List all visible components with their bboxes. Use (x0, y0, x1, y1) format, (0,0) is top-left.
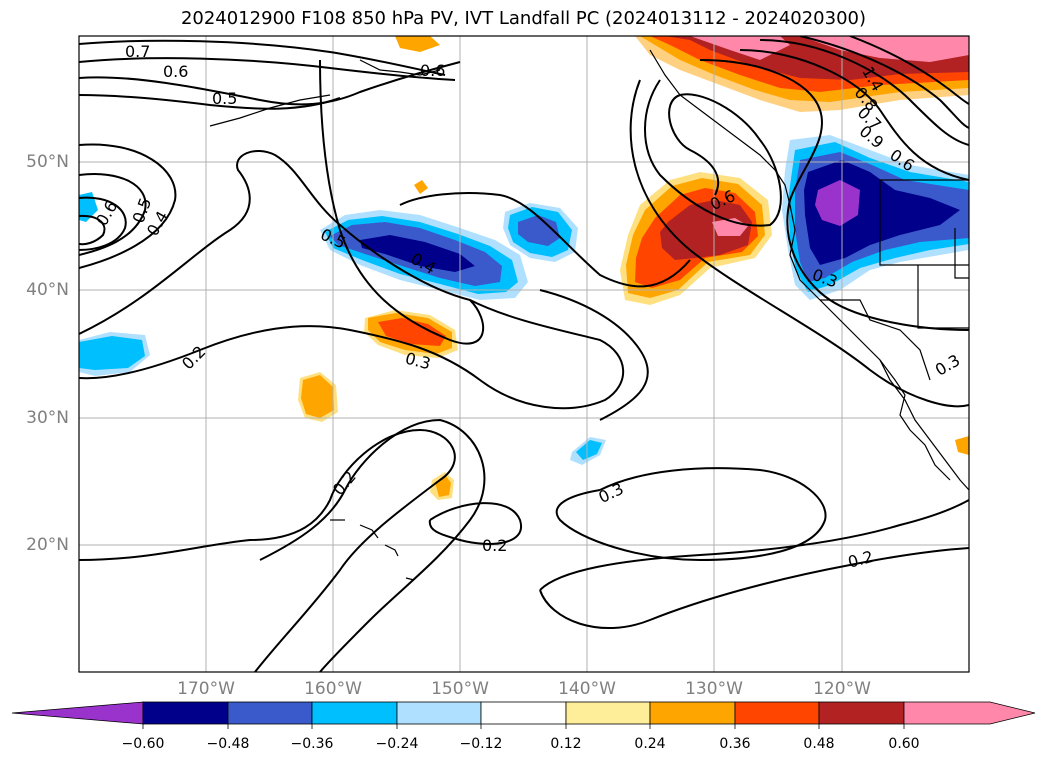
contour-label: 0.3 (932, 350, 964, 379)
contour-label: 0.5 (212, 89, 237, 108)
colorbar-tick-label: 0.36 (719, 736, 751, 752)
lon-label: 170°W (177, 679, 235, 699)
contour-label: 0.2 (178, 342, 209, 373)
contour-label-group: 0.7 0.6 0.6 0.5 0.6 0.5 0.4 0.5 0.4 0.2 … (92, 42, 963, 572)
contour-label: 0.6 (163, 62, 188, 81)
contour-label: 0.6 (92, 198, 121, 230)
contour-label: 0.2 (846, 547, 876, 572)
colorbar-tick-label: 0.60 (888, 736, 920, 752)
colorbar-tick-label: −0.12 (459, 736, 503, 752)
colorbar-tick-label: −0.48 (206, 736, 250, 752)
lon-label: 160°W (304, 679, 362, 699)
contour-label: 0.3 (596, 479, 627, 507)
lon-label: 120°W (813, 679, 871, 699)
lat-label: 30°N (26, 408, 69, 428)
graticule (79, 36, 969, 672)
lon-label: 140°W (558, 679, 616, 699)
lon-label: 130°W (685, 679, 743, 699)
colorbar-extend-max (903, 701, 1036, 725)
lat-label: 40°N (26, 280, 69, 300)
colorbar-tick-label: −0.60 (121, 736, 165, 752)
coastlines (209, 49, 969, 581)
colorbar-tick-label: 0.24 (634, 736, 666, 752)
plot-frame (78, 35, 970, 673)
pv-contours (79, 36, 969, 672)
colorbar-tick-label: −0.36 (290, 736, 334, 752)
contour-label: 0.2 (482, 536, 507, 555)
lat-label: 20°N (26, 535, 69, 555)
colorbar-tick-label: 0.12 (550, 736, 582, 752)
contour-label: 0.6 (420, 61, 445, 80)
colorbar-tick-label: −0.24 (375, 736, 419, 752)
lat-label: 50°N (26, 152, 69, 172)
colorbar (11, 701, 1036, 729)
contour-label: 0.7 (125, 42, 150, 61)
filled-anomalies (79, 36, 969, 500)
map-title: 2024012900 F108 850 hPa PV, IVT Landfall… (180, 8, 867, 29)
lon-label: 150°W (431, 679, 489, 699)
colorbar-tick-label: 0.48 (803, 736, 835, 752)
colorbar-extend-min (11, 701, 144, 725)
